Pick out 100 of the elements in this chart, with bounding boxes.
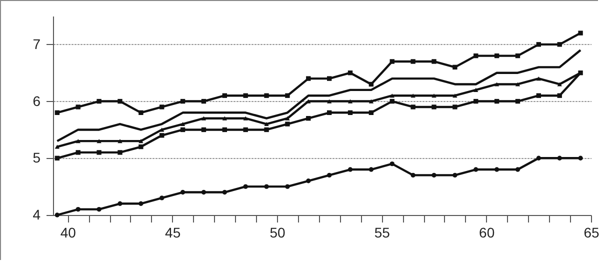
point [348,167,353,172]
point [180,98,186,104]
point [222,127,228,132]
point [348,110,353,115]
point [515,82,520,86]
point [96,139,102,144]
point [368,167,374,172]
point [285,184,290,189]
point [557,82,562,86]
point [348,99,353,104]
point [264,93,269,98]
x-tick-label: 65 [584,224,600,240]
point [54,110,60,115]
point [96,150,102,155]
point [160,104,164,110]
point [76,139,80,144]
point [578,156,583,160]
point [118,98,122,104]
point [452,104,458,110]
point [474,167,478,172]
point [368,110,374,115]
x-tick-label: 40 [60,224,76,240]
x-tick-label: 45 [165,224,181,240]
point [474,88,478,92]
point [76,150,80,155]
point [201,190,206,195]
point [452,94,458,98]
x-tick-label: 50 [270,224,286,240]
point [578,30,583,36]
point [432,94,436,98]
point [410,104,416,110]
point [76,104,80,110]
point [494,167,500,172]
point [306,116,311,121]
x-tick-label: 60 [479,224,495,240]
y-tick-label: 4 [32,206,41,222]
point [243,127,248,132]
point [432,104,436,110]
point [494,82,500,86]
point [54,156,60,160]
point [410,94,416,98]
point [494,98,500,104]
line-series [56,49,582,142]
point [243,116,248,120]
point [557,93,562,98]
point [285,122,290,126]
point [96,206,102,212]
point [390,59,394,64]
point [432,172,436,178]
point [452,172,458,178]
point [410,59,416,64]
point [180,122,186,126]
point [368,82,374,87]
point [118,150,122,155]
point [76,206,80,212]
point [118,201,122,206]
point [54,212,60,218]
point [410,172,416,178]
point [536,93,542,98]
point [201,98,206,104]
point [494,53,500,58]
point [326,99,332,104]
point [118,139,122,144]
point [474,53,478,58]
point [390,98,394,104]
point [96,98,102,104]
point [390,94,394,98]
point [138,110,144,115]
y-tick-label: 5 [32,150,41,166]
point [326,172,332,178]
point [138,144,144,150]
point [557,42,562,47]
point [368,99,374,104]
point [222,93,228,98]
point [390,161,394,166]
point [160,196,164,200]
x-tick-label: 55 [374,224,390,240]
point [180,127,186,132]
point [243,184,248,189]
point [285,116,290,120]
point [180,190,186,195]
point [348,70,353,76]
point [306,76,311,81]
point [201,116,206,120]
y-tick-label: 6 [32,92,41,109]
point [54,144,60,149]
point [222,116,228,120]
point [536,42,542,47]
point [536,76,542,81]
point [138,139,144,144]
point [243,93,248,98]
point [474,98,478,104]
point [222,190,228,195]
point [432,59,436,64]
point [515,53,520,58]
point [326,76,332,81]
point [264,127,269,132]
point [326,110,332,115]
y-tick-label: 7 [32,36,41,52]
point [160,133,164,138]
